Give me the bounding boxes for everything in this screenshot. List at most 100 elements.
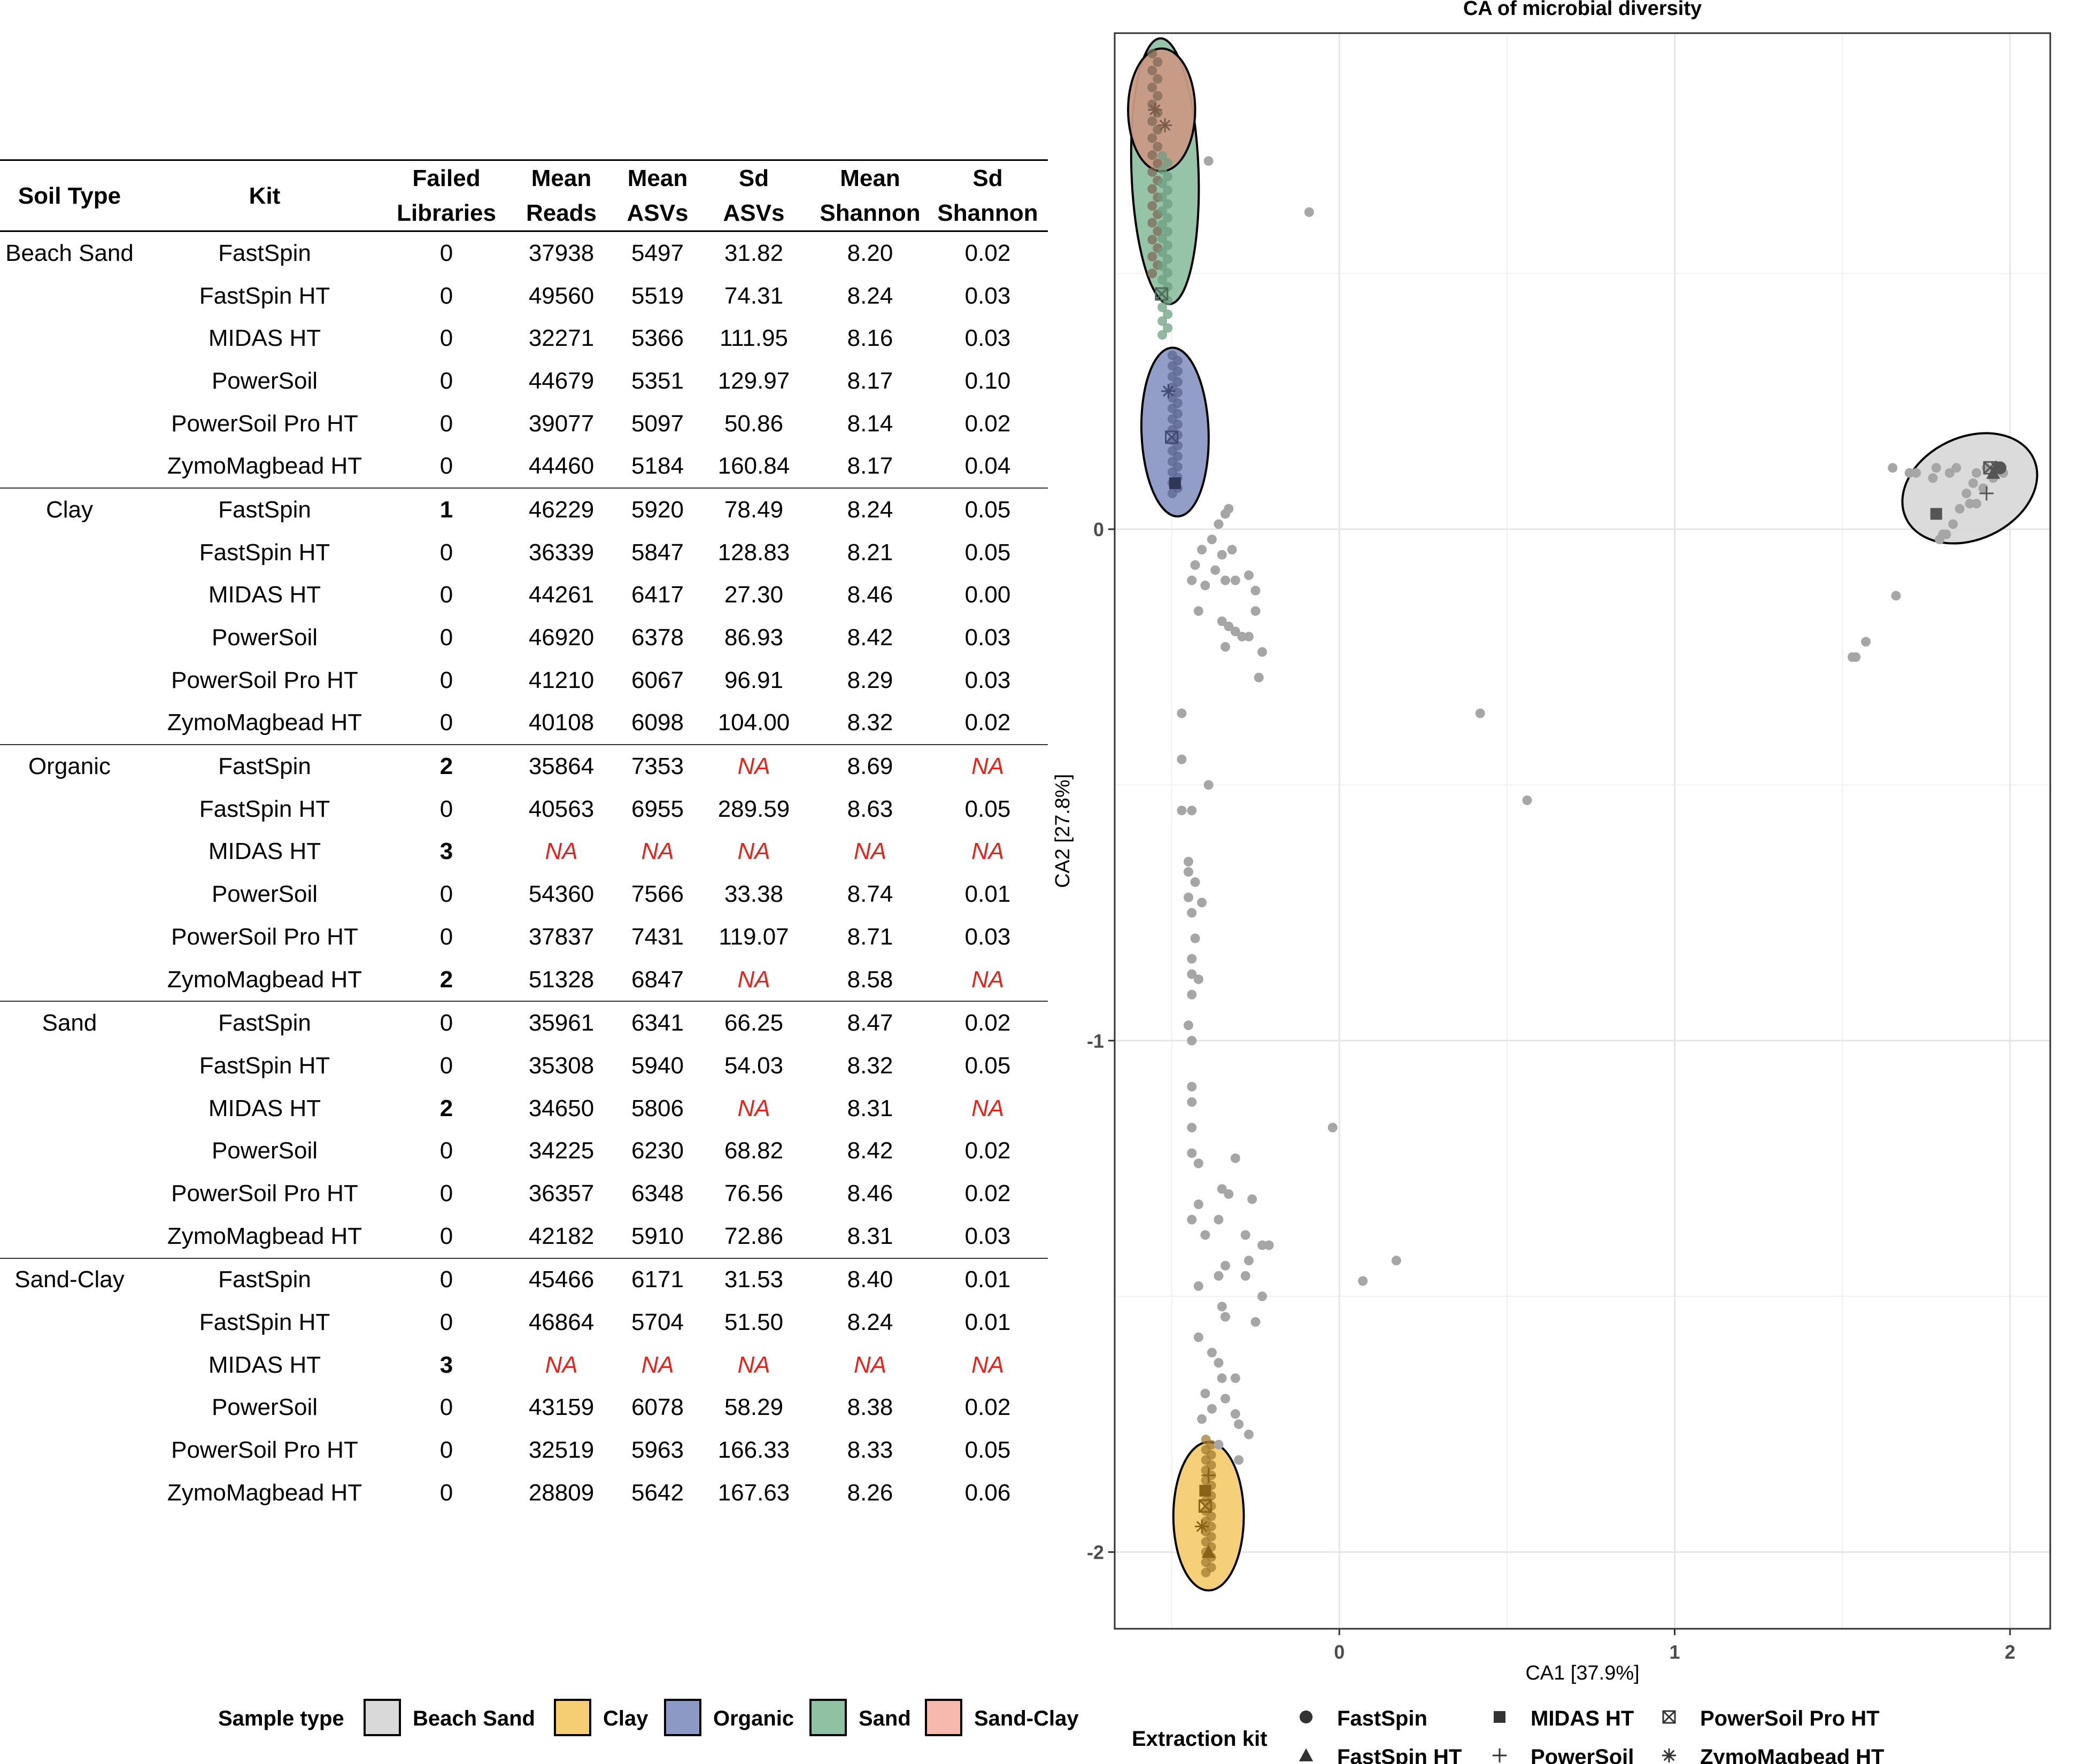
data-point [1153,57,1163,67]
table-cell: 8.21 [847,539,893,566]
data-point [1187,575,1197,585]
table-cell: 8.20 [847,239,893,266]
data-point [1153,91,1163,101]
table-cell: 54.03 [724,1052,784,1079]
table-row: FastSpin HT 0 49560 5519 74.31 8.24 0.03 [0,275,1048,318]
data-point [1163,172,1173,182]
table-cell: NA [545,838,578,865]
table-cell: 0 [439,239,453,266]
data-point [1187,954,1197,964]
table-cell: 54360 [528,881,594,908]
table-cell: 66.25 [695,1001,813,1045]
data-point [1214,1214,1224,1225]
data-point [1177,708,1187,718]
table-cell: 41210 [528,667,594,693]
table-cell: 0 [439,282,453,309]
table-cell: PowerSoil Pro HT [171,1180,358,1206]
table-cell: 0.02 [964,1394,1011,1421]
table-cell: NA [737,1351,770,1378]
table-row: FastSpin HT 0 46864 5704 51.50 8.24 0.01 [0,1301,1048,1344]
data-point [1264,1240,1274,1250]
table-cell: 5806 [631,1095,684,1121]
table-cell: 44261 [528,582,594,608]
x-tick-label: 2 [2005,1641,2016,1663]
table-cell: 0.02 [964,1138,1011,1164]
data-point [1972,499,1982,509]
table-cell: 8.29 [847,667,893,693]
data-point [1220,642,1230,652]
table-cell: 7566 [631,881,684,908]
table-cell: 0.04 [964,453,1011,479]
legend-key-square [1494,1711,1505,1723]
table-cell: 7353 [620,744,695,788]
table-cell: 5097 [631,410,684,437]
data-point [1247,1194,1257,1204]
table-cell: 0 [439,367,453,394]
table-cell: 8.46 [847,1180,893,1206]
data-point [1163,158,1173,168]
data-point [1187,908,1197,918]
data-point [1257,1240,1267,1250]
data-point [1230,1153,1240,1163]
table-cell: 6098 [631,709,684,736]
data-point [1207,535,1217,545]
table-cell: 32519 [528,1437,594,1464]
data-point [1904,468,1914,478]
table-cell: 8.17 [847,367,893,394]
data-point [1147,133,1157,143]
table-cell: 160.84 [717,453,790,479]
data-point [1217,1184,1227,1194]
data-point [1187,969,1197,979]
data-point [1163,227,1173,237]
table-cell: 37938 [528,239,594,266]
data-point [1190,933,1200,943]
kit-marker [1979,486,1994,501]
table-cell: 42182 [528,1223,594,1249]
table-cell: NA [737,838,770,865]
table-cell: 6348 [631,1180,684,1206]
data-point [1951,463,1962,473]
data-point [1240,1271,1250,1281]
table-cell: 8.71 [847,923,893,950]
table-cell: FastSpin [139,744,390,788]
data-point [1177,754,1187,764]
table-row: PowerSoil 0 44679 5351 129.97 8.17 0.10 [0,360,1048,403]
data-point [1234,1419,1244,1429]
table-row: MIDAS HT 3 NA NA NA NA NA [0,831,1048,873]
table-cell: 0 [439,1180,453,1206]
table-cell: 6171 [620,1257,695,1302]
table-cell: PowerSoil Pro HT [171,667,358,693]
table-cell: 7431 [631,923,684,950]
kit-marker [1198,1499,1212,1513]
table-cell: 6378 [631,624,684,651]
marker-shape [1198,1499,1212,1513]
data-point [1177,806,1187,816]
table-row: ZymoMagbead HT 0 42182 5910 72.86 8.31 0.03 [0,1215,1048,1258]
table-cell: 2 [390,744,503,788]
table-cell: 104.00 [717,709,790,736]
data-point [1147,167,1157,177]
data-point [1224,621,1234,631]
marker-shape [1983,461,1997,475]
table-cell: 78.49 [695,488,813,531]
table-cell: MIDAS HT [208,1351,321,1378]
column-header-text: Soil Type [18,182,121,209]
data-point [1304,207,1314,217]
column-header: Sd ASVs [695,160,813,231]
data-point [1965,499,1975,509]
table-cell: PowerSoil Pro HT [171,923,358,950]
table-cell: 34650 [528,1095,594,1121]
table-body: Beach Sand FastSpin 0 37938 5497 31.82 8.20 0.0… [0,231,1048,1514]
table-cell: 6955 [631,795,684,822]
table-cell: 5910 [631,1223,684,1249]
table-cell: 0 [439,410,453,437]
table-cell: 0.10 [964,367,1011,394]
data-point [1230,626,1240,637]
table-cell: 289.59 [717,795,790,822]
table-row: Sand-Clay FastSpin 0 45466 6171 31.53 8.40 0.01 [0,1257,1048,1302]
data-point [1230,1373,1240,1383]
kit-marker [1165,430,1179,444]
kit-marker [1993,461,2007,475]
table-cell: 68.82 [724,1138,784,1164]
data-point [1193,1281,1203,1291]
